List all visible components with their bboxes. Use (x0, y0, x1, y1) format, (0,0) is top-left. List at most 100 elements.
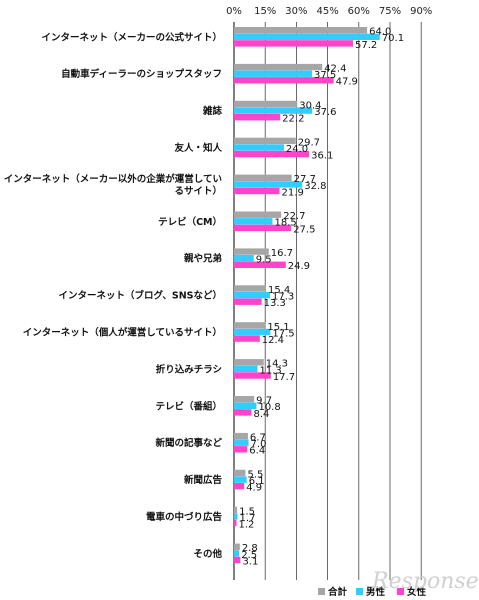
legend-swatch (318, 588, 325, 595)
category-label: テレビ（CM） (158, 216, 222, 228)
bar (234, 248, 269, 255)
legend-label: 合計 (328, 586, 348, 598)
data-label: 10.8 (258, 402, 280, 413)
data-label: 22.2 (282, 114, 304, 125)
data-label: 3.1 (242, 556, 258, 567)
value-labels: 64.070.1 57.2 42.437.547.9 30.437.6 22.2 29.7… (238, 27, 404, 568)
category-label: 新聞広告 (184, 474, 223, 486)
watermark: Response. (371, 569, 479, 594)
x-tick-label: 15% (254, 6, 276, 17)
bar (234, 335, 260, 342)
data-label: 15.4 (268, 285, 290, 296)
category-label: 友人・知人 (173, 142, 222, 154)
bar (234, 224, 292, 232)
data-label: 24.9 (288, 261, 310, 272)
category-label: インターネット（ブログ、SNSなど） (59, 290, 222, 302)
bar (234, 365, 258, 373)
data-label: 9.7 (256, 396, 272, 407)
bar (234, 409, 252, 416)
category-label: 新聞の記事など (155, 437, 222, 449)
bar (234, 181, 303, 188)
data-label: 15.1 (267, 322, 289, 333)
data-label: 17.7 (273, 372, 295, 383)
category-label: テレビ（番組） (155, 400, 222, 412)
data-label: 17.5 (272, 328, 294, 339)
data-label: 57.2 (355, 40, 377, 51)
bar (234, 174, 292, 181)
legend: 合計 男性 女性 (318, 586, 427, 598)
data-label: 6.1 (249, 476, 265, 487)
bar (234, 513, 238, 520)
bar (234, 483, 245, 490)
bar (234, 291, 270, 299)
data-label: 22.7 (283, 211, 305, 222)
bar (234, 285, 267, 292)
data-label: 27.7 (294, 174, 316, 185)
data-label: 1.2 (238, 520, 254, 531)
bar (234, 446, 248, 453)
data-label: 14.3 (266, 359, 288, 370)
bar (234, 63, 323, 71)
data-label: 42.4 (324, 64, 346, 75)
data-label: 1.7 (240, 513, 256, 524)
data-label: 12.4 (262, 335, 284, 346)
bar (234, 556, 241, 564)
bar (234, 506, 238, 514)
bar (234, 439, 249, 446)
data-label: 11.3 (260, 365, 282, 376)
bar (234, 218, 273, 225)
bar (234, 359, 264, 366)
data-label: 47.9 (336, 77, 358, 88)
data-label: 32.8 (304, 181, 326, 192)
x-axis-ticks: 0% 15% 30% 45% 60% 75% 90% (226, 6, 432, 17)
data-label: 5.5 (247, 469, 263, 480)
data-label: 36.1 (311, 151, 333, 162)
data-label: 37.6 (314, 107, 336, 118)
legend-label: 女性 (407, 586, 427, 598)
bar (234, 187, 280, 195)
category-label: インターネット（個人が運営しているサイト） (23, 327, 222, 339)
category-label: 電車の中づり広告 (146, 511, 223, 523)
bar (234, 372, 271, 379)
data-label: 2.5 (241, 550, 257, 561)
legend-swatch (397, 588, 404, 595)
bar (234, 77, 334, 84)
category-label: 親や兄弟 (184, 253, 222, 265)
data-label: 70.1 (382, 33, 404, 44)
data-label: 9.5 (256, 255, 272, 266)
data-label: 18.5 (274, 218, 296, 229)
data-label: 16.7 (271, 248, 293, 259)
legend-swatch (356, 588, 363, 595)
bar (234, 298, 262, 305)
data-label: 1.5 (239, 506, 255, 517)
bar (234, 40, 353, 47)
category-label: インターネット（メーカーの公式サイト） (41, 31, 222, 43)
x-tick-label: 60% (348, 6, 370, 17)
category-label: 折り込みチラシ (156, 363, 222, 375)
bar (234, 322, 266, 329)
bar (234, 543, 240, 550)
data-label: 4.9 (246, 483, 262, 494)
bar (234, 396, 255, 403)
bar (234, 476, 247, 483)
data-label: 7.0 (251, 439, 267, 450)
bar (234, 255, 254, 262)
x-tick-label: 75% (379, 6, 401, 17)
bar (234, 114, 281, 121)
category-label: インターネット（メーカー以外の企業が運営してい (4, 173, 222, 185)
bar (234, 33, 380, 40)
data-label: 30.4 (299, 100, 321, 111)
x-tick-label: 0% (226, 6, 242, 17)
bar (234, 27, 368, 34)
bar (234, 261, 286, 268)
bar (234, 107, 313, 114)
data-label: 24.0 (286, 144, 308, 155)
category-label: るサイト） (174, 185, 222, 197)
x-tick-label: 90% (410, 6, 432, 17)
data-label: 64.0 (369, 27, 391, 38)
bar (234, 402, 257, 409)
legend-label: 男性 (366, 586, 386, 598)
category-label: 自動車ディーラーのショップスタッフ (61, 68, 222, 80)
data-label: 2.8 (242, 543, 258, 554)
